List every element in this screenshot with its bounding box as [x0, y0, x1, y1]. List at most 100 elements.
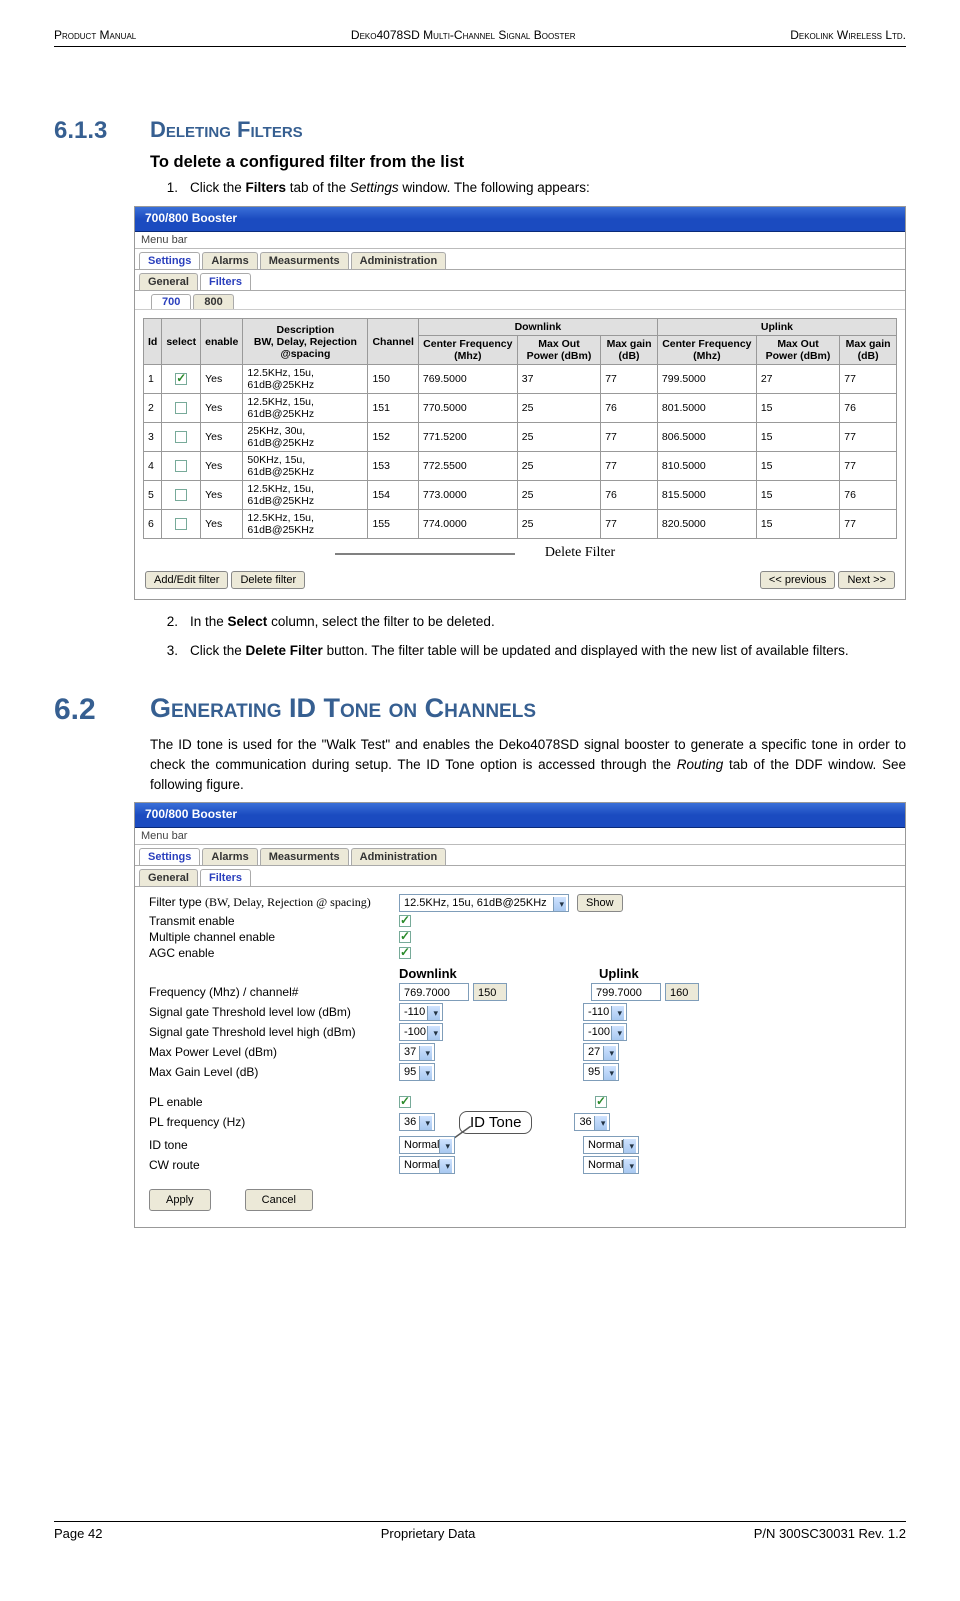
- dl-channel-input[interactable]: 150: [473, 983, 507, 1001]
- row-select-checkbox[interactable]: [175, 402, 187, 414]
- label-sgth: Signal gate Threshold level high (dBm): [149, 1025, 399, 1039]
- ul-sgth-select[interactable]: -100: [583, 1023, 627, 1041]
- page-header: Product Manual Deko4078SD Multi-Channel …: [54, 28, 906, 47]
- dl-idtone-select[interactable]: Normal: [399, 1136, 455, 1154]
- tab2-measurments[interactable]: Measurments: [260, 848, 349, 865]
- col-uplink: Uplink: [599, 966, 769, 981]
- dl-mpl-select[interactable]: 37: [399, 1043, 435, 1061]
- sub-tabs: General Filters: [135, 270, 905, 291]
- th-select: select: [162, 319, 201, 365]
- th-ul-mg: Max gain (dB): [840, 336, 897, 365]
- band-700[interactable]: 700: [151, 294, 191, 309]
- ul-mgl-select[interactable]: 95: [583, 1063, 619, 1081]
- add-edit-filter-button[interactable]: Add/Edit filter: [145, 571, 228, 589]
- row-select-checkbox[interactable]: [175, 373, 187, 385]
- subhead-delete: To delete a configured filter from the l…: [150, 153, 906, 172]
- step-3-text: Click the Delete Filter button. The filt…: [190, 641, 849, 661]
- th-ul-cf: Center Frequency (Mhz): [657, 336, 756, 365]
- subtab2-general[interactable]: General: [139, 869, 198, 886]
- dl-plf-select[interactable]: 36: [399, 1113, 435, 1131]
- step-1-text: Click the Filters tab of the Settings wi…: [190, 178, 590, 198]
- filter-type-select[interactable]: 12.5KHz, 15u, 61dB@25KHz: [399, 894, 569, 912]
- label-plf: PL frequency (Hz): [149, 1115, 399, 1129]
- tab2-settings[interactable]: Settings: [139, 848, 200, 865]
- th-dl-cf: Center Frequency (Mhz): [418, 336, 517, 365]
- table-row: 6Yes12.5KHz, 15u, 61dB@25KHz155774.00002…: [144, 510, 897, 539]
- label-filter-type: Filter type (BW, Delay, Rejection @ spac…: [149, 895, 399, 910]
- label-pl-enable: PL enable: [149, 1095, 399, 1109]
- delete-filter-callout: Delete Filter: [545, 545, 615, 560]
- subtab2-filters[interactable]: Filters: [200, 869, 251, 886]
- ul-mpl-select[interactable]: 27: [583, 1043, 619, 1061]
- menu-bar-label: Menu bar: [135, 232, 905, 249]
- ul-freq-input[interactable]: 799.7000: [591, 983, 661, 1001]
- th-enable: enable: [201, 319, 243, 365]
- next-button[interactable]: Next >>: [838, 571, 895, 589]
- th-downlink: Downlink: [418, 319, 657, 336]
- row-select-checkbox[interactable]: [175, 431, 187, 443]
- previous-button[interactable]: << previous: [760, 571, 835, 589]
- tab2-alarms[interactable]: Alarms: [202, 848, 257, 865]
- menu-bar-label-2: Menu bar: [135, 828, 905, 845]
- section-number-62: 6.2: [54, 693, 114, 727]
- header-mid: Deko4078SD Multi-Channel Signal Booster: [351, 28, 576, 42]
- cancel-button[interactable]: Cancel: [245, 1189, 313, 1211]
- dl-pl-enable-checkbox[interactable]: [399, 1096, 411, 1108]
- ul-pl-enable-checkbox[interactable]: [595, 1096, 607, 1108]
- step-num-2: 2.: [150, 612, 178, 632]
- th-dl-mop: Max Out Power (dBm): [517, 336, 600, 365]
- page-footer: Page 42 Proprietary Data P/N 300SC30031 …: [54, 1521, 906, 1541]
- dl-sgtl-select[interactable]: -110: [399, 1003, 443, 1021]
- ul-idtone-select[interactable]: Normal: [583, 1136, 639, 1154]
- table-row: 3Yes25KHz, 30u, 61dB@25KHz152771.5200257…: [144, 423, 897, 452]
- section-title-613: Deleting Filters: [150, 117, 303, 145]
- tab2-administration[interactable]: Administration: [351, 848, 447, 865]
- dl-mgl-select[interactable]: 95: [399, 1063, 435, 1081]
- apply-button[interactable]: Apply: [149, 1189, 211, 1211]
- label-mgl: Max Gain Level (dB): [149, 1065, 399, 1079]
- th-dl-mg: Max gain (dB): [601, 336, 658, 365]
- table-row: 2Yes12.5KHz, 15u, 61dB@25KHz151770.50002…: [144, 394, 897, 423]
- tab-measurments[interactable]: Measurments: [260, 252, 349, 269]
- label-sgtl: Signal gate Threshold level low (dBm): [149, 1005, 399, 1019]
- ul-sgtl-select[interactable]: -110: [583, 1003, 627, 1021]
- window-title-2: 700/800 Booster: [135, 803, 905, 828]
- tab-administration[interactable]: Administration: [351, 252, 447, 269]
- tab-settings[interactable]: Settings: [139, 252, 200, 269]
- header-right: Dekolink Wireless Ltd.: [790, 28, 906, 42]
- band-tabs: 700 800: [135, 291, 905, 310]
- window-title: 700/800 Booster: [135, 207, 905, 232]
- footer-left: Page 42: [54, 1526, 102, 1541]
- subtab-filters[interactable]: Filters: [200, 273, 251, 290]
- tx-enable-checkbox[interactable]: [399, 915, 411, 927]
- label-agc-enable: AGC enable: [149, 946, 399, 960]
- dl-sgth-select[interactable]: -100: [399, 1023, 443, 1041]
- th-channel: Channel: [368, 319, 418, 365]
- agc-enable-checkbox[interactable]: [399, 947, 411, 959]
- subtab-general[interactable]: General: [139, 273, 198, 290]
- tab-alarms[interactable]: Alarms: [202, 252, 257, 269]
- ul-plf-select[interactable]: 36: [574, 1113, 610, 1131]
- label-freq: Frequency (Mhz) / channel#: [149, 985, 399, 999]
- para-62: The ID tone is used for the "Walk Test" …: [150, 735, 906, 796]
- col-downlink: Downlink: [399, 966, 569, 981]
- dl-cwroute-select[interactable]: Normal: [399, 1156, 455, 1174]
- step-2-text: In the Select column, select the filter …: [190, 612, 495, 632]
- delete-filter-button[interactable]: Delete filter: [231, 571, 305, 589]
- row-select-checkbox[interactable]: [175, 489, 187, 501]
- label-cw-route: CW route: [149, 1158, 399, 1172]
- ul-channel-input[interactable]: 160: [665, 983, 699, 1001]
- dl-freq-input[interactable]: 769.7000: [399, 983, 469, 1001]
- band-800[interactable]: 800: [193, 294, 233, 309]
- row-select-checkbox[interactable]: [175, 460, 187, 472]
- mc-enable-checkbox[interactable]: [399, 931, 411, 943]
- table-row: 5Yes12.5KHz, 15u, 61dB@25KHz154773.00002…: [144, 481, 897, 510]
- show-button[interactable]: Show: [577, 894, 623, 912]
- step-num-1: 1.: [150, 178, 178, 198]
- ul-cwroute-select[interactable]: Normal: [583, 1156, 639, 1174]
- th-id: Id: [144, 319, 162, 365]
- footer-mid: Proprietary Data: [381, 1526, 476, 1541]
- label-mc-enable: Multiple channel enable: [149, 930, 399, 944]
- table-row: 1Yes12.5KHz, 15u, 61dB@25KHz150769.50003…: [144, 365, 897, 394]
- row-select-checkbox[interactable]: [175, 518, 187, 530]
